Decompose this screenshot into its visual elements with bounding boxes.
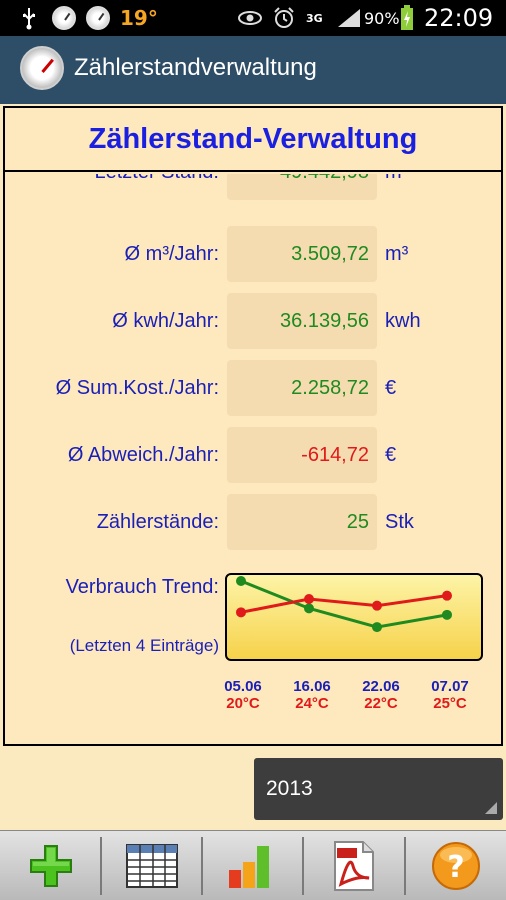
row-last-reading: Letzter Stand: 49.442,98 m³ [5,174,501,200]
consumption-point [372,622,382,633]
battery-percent: 90% [364,8,400,28]
bar-chart-icon [228,846,269,888]
table-icon [125,844,178,888]
row-reading-count: Zählerstände: 25 Stk [5,494,501,550]
trend-tick: 22.06 22°C [351,678,411,712]
bottom-toolbar: ? [0,830,506,900]
app-title: Zählerstandverwaltung [74,54,317,81]
temperature-point [304,594,314,604]
trend-tick-temp: 24°C [295,695,329,712]
add-reading-button[interactable] [0,831,101,900]
help-icon: ? [431,842,480,890]
toolbar-divider [201,837,203,895]
panel-header: Zählerstand-Verwaltung [5,108,501,172]
consumption-point [304,603,314,614]
pdf-icon [333,841,374,891]
temperature-point [236,607,246,618]
clock: 22:09 [424,4,494,32]
toolbar-divider [100,837,102,895]
consumption-point [442,609,452,620]
svg-text:?: ? [447,850,464,885]
row-value: 3.509,72 [291,243,369,265]
row-unit: kwh [385,310,421,332]
row-unit: m³ [385,243,409,265]
consumption-trend-line [240,579,448,629]
value-box: 2.258,72 [227,360,377,416]
consumption-point [236,576,246,586]
trend-tick-temp: 20°C [226,695,260,712]
temperature-point [442,590,452,601]
row-value: 36.139,56 [280,310,369,332]
value-box: 36.139,56 [227,293,377,349]
summary-scroll-area[interactable]: Letzter Stand: 49.442,98 m³ Ø m³/Jahr: 3… [5,174,501,744]
action-bar: Zählerstandverwaltung [0,36,506,104]
usb-icon [20,0,38,36]
eye-icon [238,0,262,36]
battery-charging-icon [400,0,414,36]
temperature-trend-line [240,594,448,614]
trend-sublabel: (Letzten 4 Einträge) [69,636,219,655]
row-label: Ø Abweich./Jahr: [67,444,219,466]
help-button[interactable]: ? [405,831,506,900]
row-avg-cost: Ø Sum.Kost./Jahr: 2.258,72 € [5,360,501,416]
row-value: 2.258,72 [291,377,369,399]
toolbar-divider [404,837,406,895]
value-box: -614,72 [227,427,377,483]
value-box: 3.509,72 [227,226,377,282]
row-value: 49.442,98 [280,174,369,200]
trend-tick: 05.06 20°C [213,678,273,712]
row-label: Ø m³/Jahr: [124,243,219,265]
row-avg-deviation: Ø Abweich./Jahr: -614,72 € [5,427,501,483]
value-box: 49.442,98 [227,174,377,200]
row-label: Zählerstände: [96,511,219,533]
row-unit: € [385,444,397,466]
row-label: Ø Sum.Kost./Jahr: [55,377,219,399]
trend-label: Verbrauch Trend: [65,576,219,598]
weather-temperature: 19° [120,6,158,30]
toolbar-divider [302,837,304,895]
gauge-notification-icon [86,0,110,36]
row-unit: m³ [385,174,408,200]
dropdown-caret-icon [485,802,497,814]
chart-view-button[interactable] [202,831,303,900]
row-label: Ø kwh/Jahr: [112,310,219,332]
trend-tick-date: 07.07 [431,678,469,695]
network-type: 3G [306,11,323,25]
trend-tick-date: 16.06 [293,678,331,695]
year-dropdown[interactable]: 2013 [254,758,503,820]
year-dropdown-value: 2013 [266,777,313,800]
trend-tick-temp: 22°C [364,695,398,712]
trend-tick: 16.06 24°C [282,678,342,712]
pdf-export-button[interactable] [303,831,404,900]
summary-panel: Zählerstand-Verwaltung Letzter Stand: 49… [3,106,503,746]
row-unit: € [385,377,397,399]
trend-tick-date: 05.06 [224,678,262,695]
trend-tick-date: 22.06 [362,678,400,695]
value-box: 25 [227,494,377,550]
gauge-app-icon[interactable] [20,46,64,90]
trend-tick: 07.07 25°C [420,678,480,712]
row-label: Letzter Stand: [94,174,219,200]
trend-chart[interactable] [225,573,483,661]
signal-icon [336,0,362,36]
alarm-icon [272,0,296,36]
gauge-notification-icon [52,0,76,36]
row-value: 25 [346,511,369,533]
row-value: -614,72 [301,444,369,466]
row-unit: Stk [385,511,414,533]
panel-title: Zählerstand-Verwaltung [88,123,418,155]
trend-tick-temp: 25°C [433,695,467,712]
status-bar: 19° 3G 90% 22:09 [0,0,506,36]
trend-chart-svg [236,576,452,633]
add-icon [29,845,72,887]
row-avg-m3: Ø m³/Jahr: 3.509,72 m³ [5,226,501,282]
temperature-point [372,600,382,611]
row-avg-kwh: Ø kwh/Jahr: 36.139,56 kwh [5,293,501,349]
table-view-button[interactable] [101,831,202,900]
